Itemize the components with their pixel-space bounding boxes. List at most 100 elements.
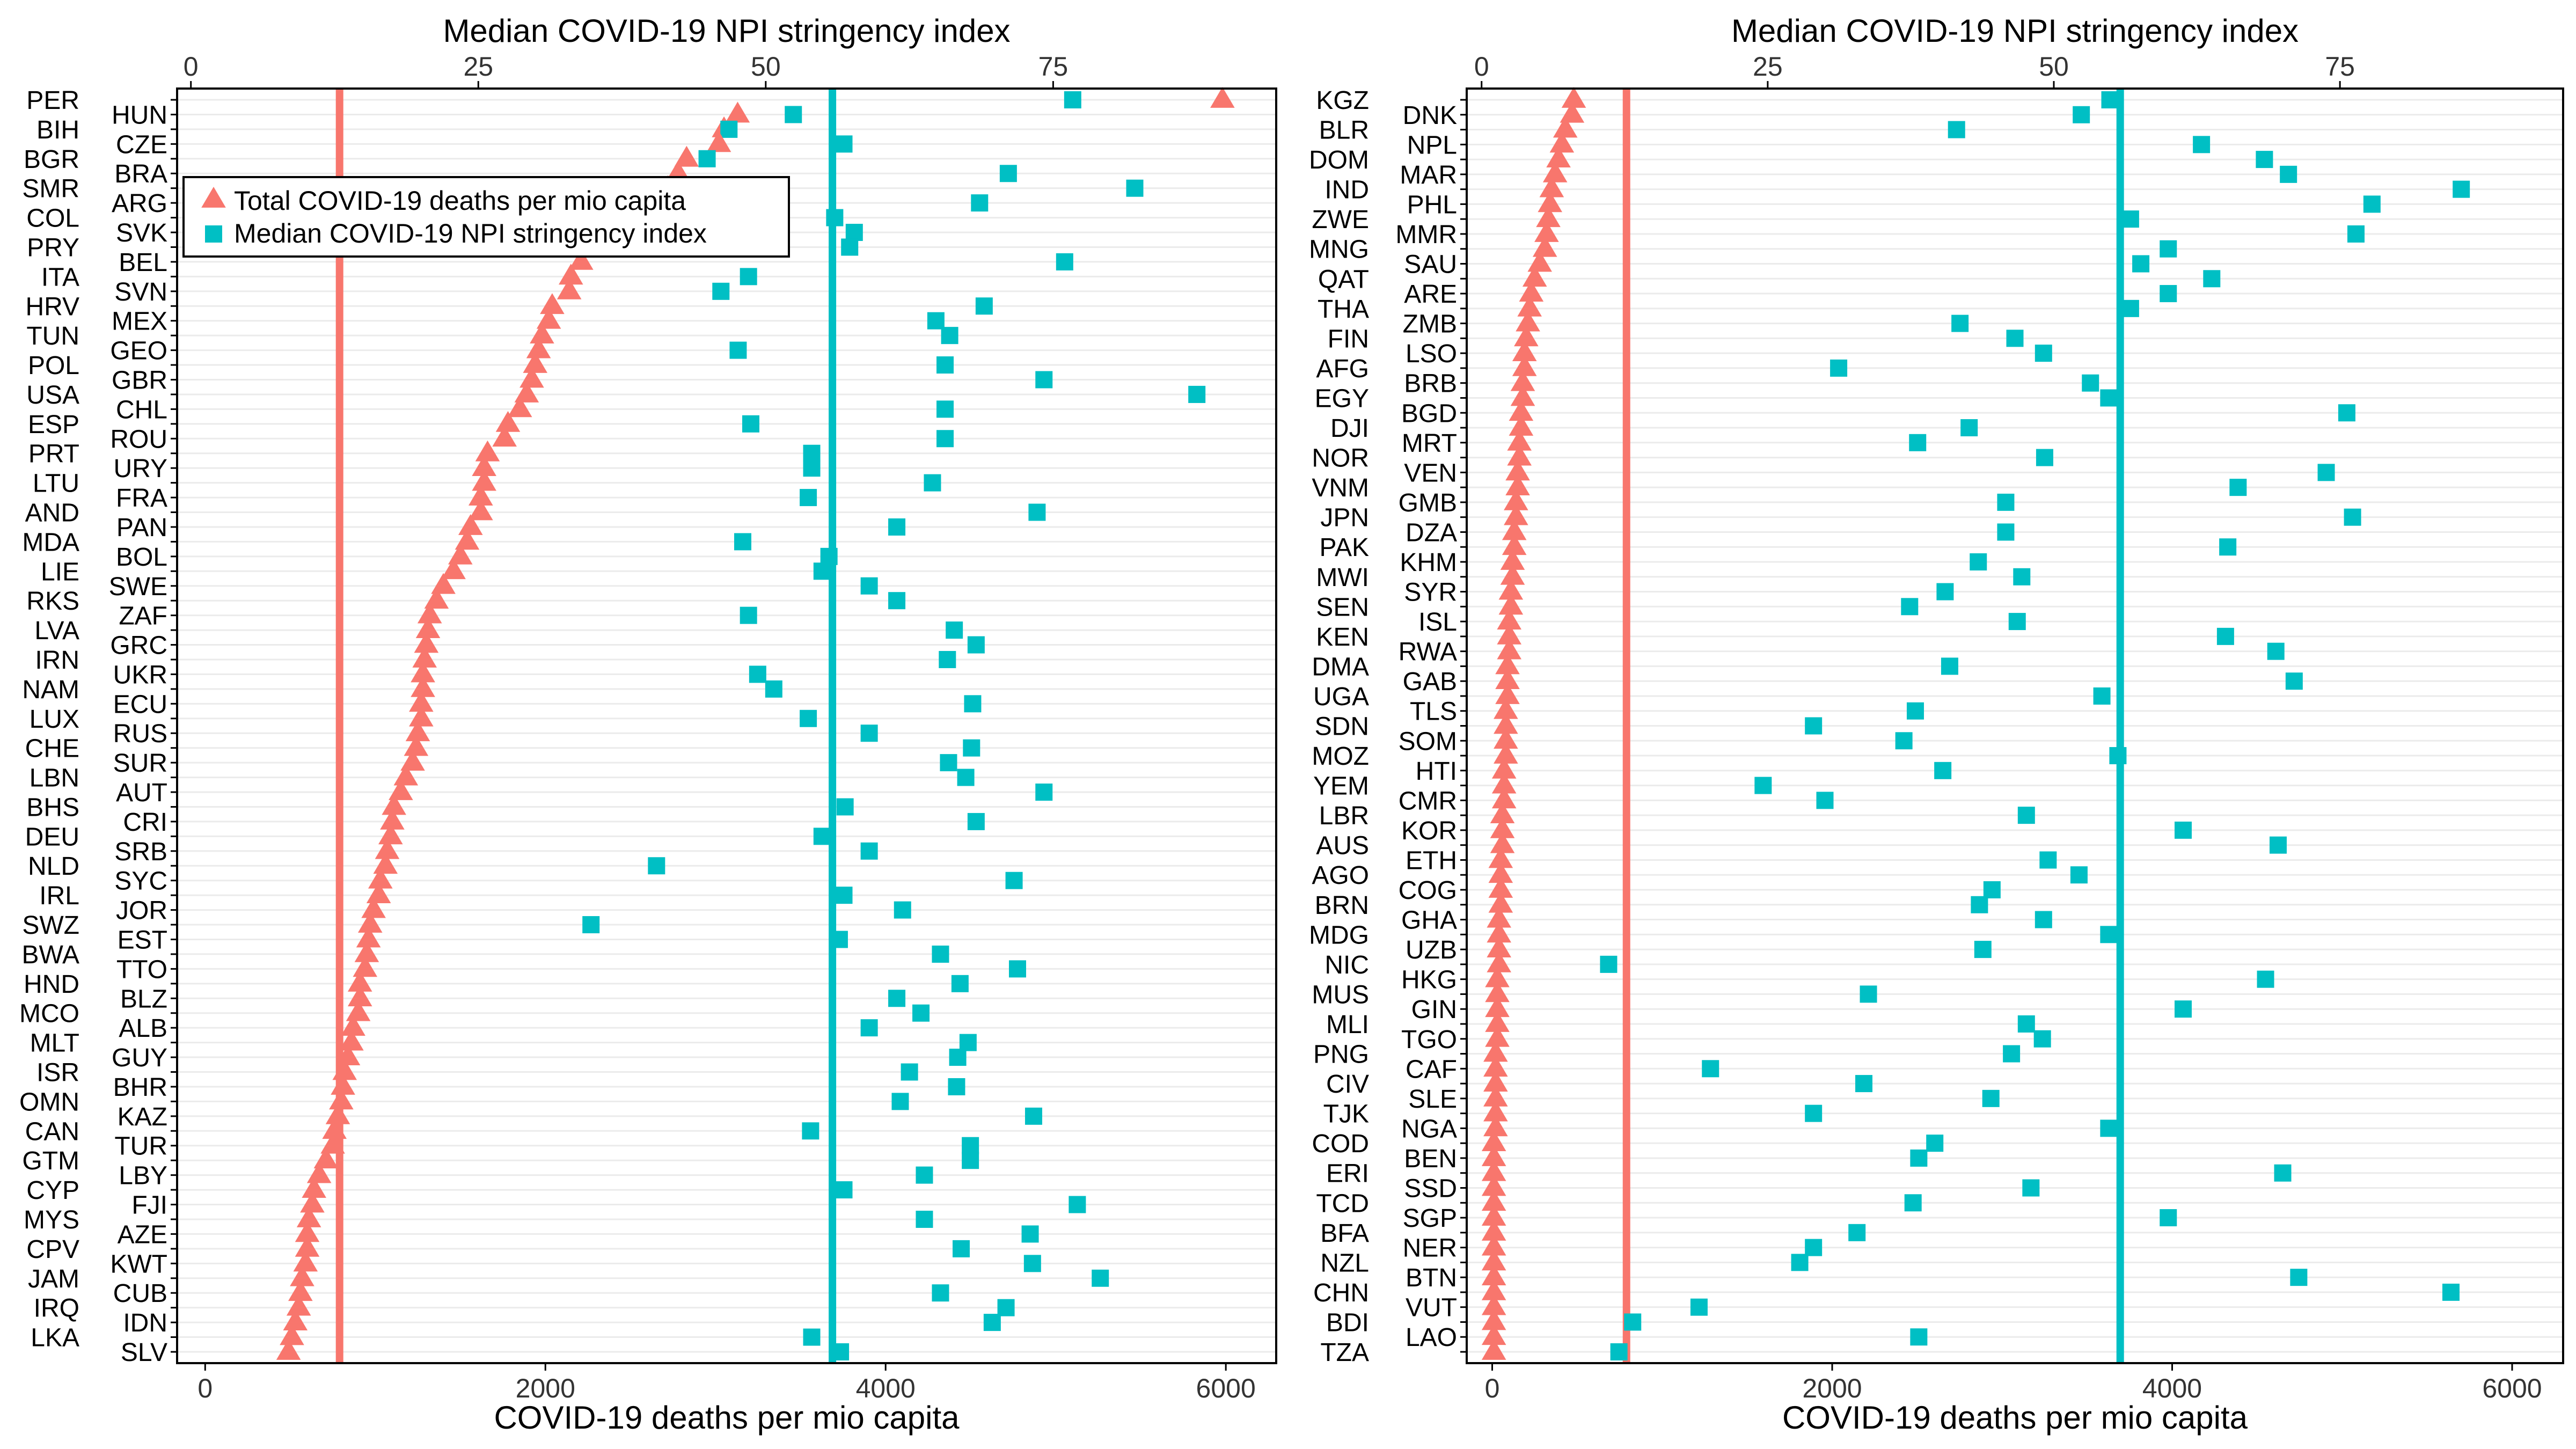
deaths-point bbox=[1510, 370, 1535, 391]
stringency-point bbox=[1926, 1135, 1944, 1152]
country-label: USA bbox=[26, 381, 79, 409]
country-label: BHR bbox=[113, 1073, 167, 1102]
stringency-point bbox=[2216, 627, 2234, 645]
country-label: NIC bbox=[1324, 951, 1369, 979]
stringency-point bbox=[1909, 434, 1927, 451]
stringency-point bbox=[983, 1314, 1001, 1331]
stringency-point bbox=[2274, 1164, 2292, 1182]
country-label: MAR bbox=[1400, 161, 1457, 189]
panel-border bbox=[176, 87, 1277, 1364]
stringency-point bbox=[2344, 508, 2361, 526]
stringency-point bbox=[2017, 807, 2035, 824]
country-label: LBR bbox=[1319, 802, 1369, 830]
stringency-point bbox=[1023, 1255, 1041, 1272]
stringency-point bbox=[1092, 1269, 1109, 1287]
deaths-point bbox=[1481, 1190, 1506, 1211]
stringency-point bbox=[2193, 136, 2211, 153]
deaths-point bbox=[1481, 1294, 1506, 1315]
x-top-tick-label: 50 bbox=[751, 52, 781, 82]
stringency-point bbox=[924, 474, 941, 492]
country-label: BHS bbox=[26, 793, 79, 822]
deaths-point bbox=[1481, 1234, 1506, 1256]
deaths-point bbox=[1481, 1130, 1506, 1152]
country-label: BFA bbox=[1320, 1219, 1369, 1248]
country-label: KGZ bbox=[1316, 86, 1369, 115]
stringency-point bbox=[1904, 1194, 1922, 1212]
deaths-point bbox=[382, 794, 406, 815]
deaths-point bbox=[302, 1177, 326, 1198]
country-label: PAK bbox=[1320, 533, 1369, 562]
deaths-point bbox=[495, 411, 521, 432]
deaths-point bbox=[409, 691, 434, 712]
country-label: BGR bbox=[24, 145, 79, 174]
x-bottom-tick-label: 0 bbox=[1485, 1373, 1500, 1403]
deaths-point bbox=[1512, 355, 1537, 376]
deaths-point bbox=[559, 264, 583, 285]
stringency-point bbox=[835, 1181, 853, 1199]
deaths-point bbox=[286, 1294, 311, 1316]
stringency-point bbox=[888, 990, 906, 1007]
stringency-point bbox=[2317, 464, 2335, 481]
deaths-point bbox=[1481, 1160, 1506, 1181]
deaths-point bbox=[335, 1044, 361, 1065]
country-label: SVN bbox=[114, 278, 167, 306]
stringency-point bbox=[1934, 762, 1952, 779]
country-label: GBR bbox=[112, 366, 167, 394]
deaths-point bbox=[1549, 131, 1575, 153]
stringency-point bbox=[967, 636, 985, 654]
country-label: AZE bbox=[118, 1220, 167, 1249]
deaths-point bbox=[1510, 385, 1535, 406]
stringency-point bbox=[832, 1343, 850, 1360]
country-label: MMR bbox=[1395, 221, 1457, 249]
country-label: AGO bbox=[1312, 861, 1369, 890]
x-top-tick-label: 75 bbox=[2325, 52, 2355, 82]
deaths-point bbox=[280, 1324, 304, 1345]
country-label: DJI bbox=[1330, 414, 1369, 443]
stringency-point bbox=[2269, 836, 2287, 854]
deaths-point bbox=[1514, 325, 1539, 347]
country-label: NGA bbox=[1401, 1115, 1457, 1143]
country-label: PHL bbox=[1407, 191, 1457, 219]
country-label: MNG bbox=[1309, 236, 1369, 264]
stringency-point bbox=[1830, 359, 1848, 377]
country-label: PNG bbox=[1313, 1041, 1369, 1069]
x-bottom-tick-label: 6000 bbox=[1196, 1373, 1256, 1403]
stringency-point bbox=[648, 857, 665, 875]
country-label: TLS bbox=[1410, 698, 1457, 726]
deaths-point bbox=[1539, 176, 1564, 197]
country-label: NER bbox=[1403, 1234, 1457, 1263]
stringency-point bbox=[2267, 642, 2285, 660]
deaths-point bbox=[536, 308, 561, 329]
country-label: ZMB bbox=[1403, 310, 1457, 339]
deaths-point bbox=[1532, 236, 1557, 257]
deaths-point bbox=[1483, 1115, 1508, 1137]
country-label: TCD bbox=[1316, 1189, 1369, 1218]
deaths-point bbox=[540, 293, 565, 314]
deaths-point bbox=[1505, 459, 1530, 481]
stringency-point bbox=[2219, 538, 2237, 556]
stringency-point bbox=[1024, 1107, 1042, 1125]
country-label: MUS bbox=[1312, 980, 1369, 1009]
country-label: MDG bbox=[1309, 921, 1369, 949]
stringency-point bbox=[712, 282, 730, 300]
country-label: AND bbox=[25, 499, 79, 528]
stringency-point bbox=[1610, 1343, 1628, 1360]
deaths-point bbox=[1536, 206, 1561, 228]
country-label: CPV bbox=[26, 1235, 79, 1264]
stringency-point bbox=[1805, 717, 1823, 735]
deaths-point bbox=[1481, 1264, 1506, 1286]
country-label: IND bbox=[1324, 176, 1369, 204]
deaths-point bbox=[1538, 191, 1563, 213]
stringency-point bbox=[1948, 121, 1965, 138]
country-label: ARG bbox=[112, 189, 167, 218]
stringency-point bbox=[2280, 165, 2297, 183]
stringency-point bbox=[2160, 285, 2177, 303]
deaths-point bbox=[295, 1235, 320, 1257]
stringency-point bbox=[1848, 1224, 1866, 1241]
x-top-tick-label: 25 bbox=[463, 52, 493, 82]
deaths-point bbox=[526, 337, 551, 358]
country-label: FIN bbox=[1328, 325, 1369, 353]
deaths-point bbox=[290, 1265, 314, 1286]
deaths-point bbox=[1483, 1041, 1508, 1062]
